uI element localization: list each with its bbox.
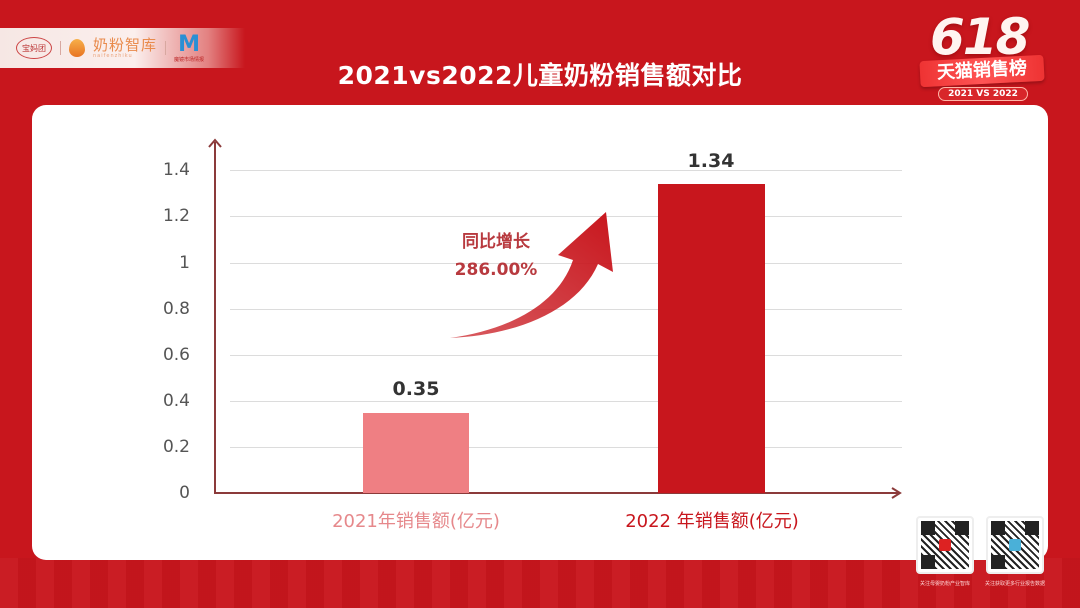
bar-value-2022: 1.34 — [687, 150, 735, 172]
logo-divider — [60, 41, 61, 55]
y-tick-label: 1.2 — [162, 206, 190, 226]
qr-caption-1: 关注母婴奶粉产业智库 — [919, 581, 970, 587]
bar-2021 — [363, 413, 469, 493]
y-tick-label: 1 — [179, 253, 190, 273]
qr-code-1[interactable] — [916, 516, 974, 574]
flame-icon — [69, 39, 85, 57]
y-tick-label: 0.8 — [162, 299, 190, 319]
qr-code-icon — [921, 521, 969, 569]
growth-arrow-icon — [450, 212, 613, 338]
x-axis-arrow-icon — [891, 487, 902, 499]
badge-pill: 2021 VS 2022 — [938, 87, 1028, 101]
y-tick-label: 0 — [179, 483, 190, 503]
m-logo-icon: M — [178, 31, 200, 57]
partner-logos: 宝妈团 奶粉智库 naifenzhiku M 魔镜市场情报 — [0, 28, 245, 68]
gridline — [230, 170, 902, 171]
bar-value-2021: 0.35 — [392, 378, 440, 400]
brand2-sub: naifenzhiku — [93, 52, 133, 59]
brand1-logo: 宝妈团 — [16, 37, 52, 59]
page-title: 2021vs2022儿童奶粉销售额对比 — [337, 61, 743, 90]
qr-logo-icon — [939, 539, 951, 551]
growth-label: 同比增长 — [462, 232, 530, 252]
qr-code-icon — [991, 521, 1039, 569]
y-tick-label: 0.6 — [162, 345, 190, 365]
tmall-618-badge: 618 天猫销售榜 2021 VS 2022 — [912, 8, 1052, 103]
logo-divider — [165, 41, 167, 55]
x-axis — [214, 492, 898, 494]
gridline — [230, 309, 902, 310]
gridline — [230, 355, 902, 356]
background-stripes — [0, 558, 1080, 608]
gridline — [230, 216, 902, 217]
y-tick-label: 0.4 — [162, 391, 190, 411]
growth-rate: 286.00% — [454, 260, 538, 280]
gridline — [230, 263, 902, 264]
brand3-sub: 魔镜市场情报 — [174, 56, 205, 63]
qr-caption-2: 关注获取更多行业报告数据 — [984, 581, 1045, 587]
x-label-2022: 2022 年销售额(亿元) — [625, 511, 799, 532]
brand2-name: 奶粉智库 — [93, 35, 158, 54]
y-tick-label: 0.2 — [162, 437, 190, 457]
brand3-logo: M 魔镜市场情报 — [174, 31, 205, 63]
qr-logo-icon — [1009, 539, 1021, 551]
qr-code-2[interactable] — [986, 516, 1044, 574]
y-axis — [214, 142, 216, 494]
y-tick-label: 1.4 — [162, 160, 190, 180]
gridline — [230, 401, 902, 402]
bar-2022 — [658, 184, 765, 493]
brand2-logo: 奶粉智库 naifenzhiku — [93, 35, 158, 59]
y-axis-arrow-icon — [208, 138, 222, 148]
x-label-2021: 2021年销售额(亿元) — [332, 511, 500, 532]
growth-annotation: 同比增长 286.00% — [436, 228, 556, 284]
gridline — [230, 447, 902, 448]
chart-card — [32, 105, 1048, 560]
